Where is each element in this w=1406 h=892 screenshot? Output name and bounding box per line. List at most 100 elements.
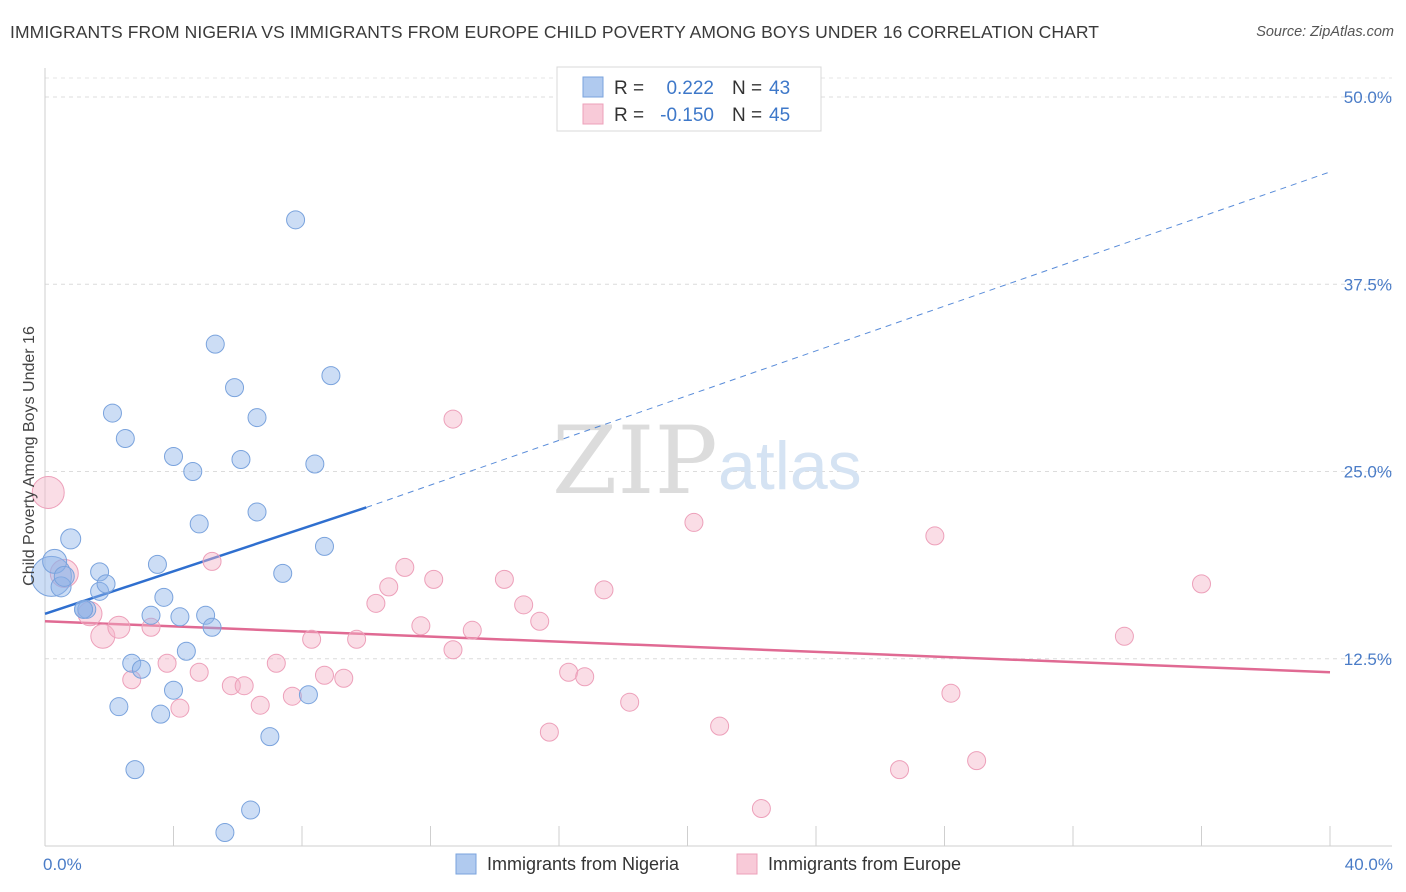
data-point	[202, 617, 222, 637]
legend-n-value: 43	[769, 78, 790, 99]
data-point	[266, 653, 286, 673]
series-legend-swatch	[455, 853, 477, 875]
y-tick-label: 12.5%	[1344, 650, 1392, 669]
data-point	[250, 695, 270, 715]
data-point	[247, 502, 267, 522]
data-point	[31, 475, 65, 509]
y-tick-label: 37.5%	[1344, 275, 1392, 294]
data-point	[53, 565, 75, 587]
data-point	[751, 799, 771, 819]
series-legend: Immigrants from Nigeria Immigrants from E…	[455, 853, 961, 875]
data-point	[424, 569, 444, 589]
series-legend-label: Immigrants from Europe	[768, 854, 961, 874]
data-point	[196, 605, 216, 625]
data-point	[443, 409, 463, 429]
data-point	[575, 667, 595, 687]
data-point	[494, 569, 514, 589]
series-legend-label: Immigrants from Nigeria	[487, 854, 680, 874]
watermark: ZIP atlas	[552, 407, 862, 516]
y-tick-label: 50.0%	[1344, 88, 1392, 107]
data-point	[282, 686, 302, 706]
trend-line-europe	[44, 620, 1331, 674]
watermark-zip: ZIP	[552, 407, 718, 516]
data-point	[170, 698, 190, 718]
data-point	[273, 563, 293, 583]
data-point	[710, 716, 730, 736]
data-point	[225, 378, 245, 398]
data-point	[314, 665, 334, 685]
data-point	[395, 557, 415, 577]
data-point	[90, 562, 110, 582]
data-point	[925, 526, 945, 546]
data-point	[286, 210, 306, 230]
legend-swatch	[582, 103, 604, 125]
axes	[44, 68, 1392, 847]
y-tick-labels: 12.5% 25.0% 37.5% 50.0%	[1344, 88, 1392, 669]
data-point	[189, 662, 209, 682]
data-point	[96, 574, 116, 594]
data-point	[260, 727, 280, 747]
data-point	[183, 462, 203, 481]
data-point	[241, 800, 261, 820]
data-point	[205, 334, 225, 354]
data-point	[176, 641, 196, 661]
data-point	[109, 697, 129, 717]
data-point	[298, 685, 318, 705]
legend-r-label: R =	[614, 105, 644, 126]
data-point	[411, 616, 431, 636]
data-point	[321, 366, 341, 386]
data-point	[141, 605, 161, 625]
x-tick-label: 0.0%	[43, 855, 82, 874]
trend-line-nigeria	[44, 506, 367, 615]
data-point	[231, 450, 251, 470]
data-points	[30, 210, 1211, 843]
data-point	[334, 668, 354, 688]
trend-lines	[44, 171, 1331, 674]
trend-line-nigeria-extension	[366, 171, 1331, 508]
data-point	[347, 629, 367, 649]
watermark-atlas: atlas	[718, 428, 862, 504]
series-legend-swatch	[736, 853, 758, 875]
x-tick-labels: 0.0% 40.0%	[43, 855, 1393, 874]
legend-n-label: N =	[732, 105, 762, 126]
data-point	[202, 551, 222, 571]
data-point	[247, 408, 267, 428]
data-point	[215, 823, 235, 843]
data-point	[164, 680, 183, 700]
legend-r-label: R =	[614, 78, 644, 99]
data-point	[107, 615, 131, 639]
data-point	[151, 704, 171, 724]
data-point	[941, 683, 961, 703]
legend-r-value: -0.150	[660, 105, 714, 126]
data-point	[305, 454, 325, 474]
y-axis-label: Child Poverty Among Boys Under 16	[21, 326, 38, 586]
legend-swatch	[582, 76, 604, 98]
data-point	[594, 580, 614, 600]
data-point	[170, 607, 190, 627]
legend-r-value: 0.222	[666, 78, 714, 99]
data-point	[189, 514, 209, 534]
data-point	[90, 581, 110, 601]
chart-title: IMMIGRANTS FROM NIGERIA VS IMMIGRANTS FR…	[10, 22, 1100, 42]
data-point	[60, 528, 82, 550]
data-point	[530, 611, 550, 631]
data-point	[147, 554, 167, 574]
data-point	[379, 577, 399, 597]
data-point	[102, 403, 122, 423]
data-point	[559, 662, 579, 682]
x-tick-label: 40.0%	[1345, 855, 1393, 874]
data-point	[366, 593, 386, 613]
legend-n-label: N =	[732, 78, 762, 99]
data-point	[74, 599, 94, 619]
data-point	[125, 760, 145, 780]
data-point	[514, 595, 534, 615]
chart-source: Source: ZipAtlas.com	[1256, 24, 1394, 40]
data-point	[314, 536, 334, 556]
data-point	[967, 751, 987, 771]
data-point	[620, 692, 640, 712]
data-point	[234, 676, 254, 696]
grid-lines	[45, 77, 1392, 660]
stats-legend: R = 0.222 N = 43 R = -0.150 N = 45	[556, 66, 822, 132]
data-point	[539, 722, 559, 742]
